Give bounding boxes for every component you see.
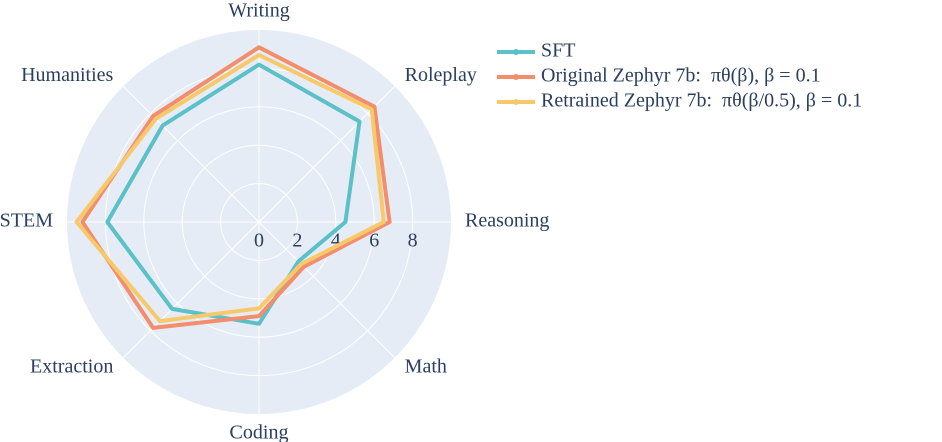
- legend-label: Retrained Zephyr 7b: πθ(β/0.5), β = 0.1: [541, 90, 862, 112]
- spoke: [122, 85, 260, 223]
- category-label: Humanities: [21, 64, 113, 86]
- legend-label: Original Zephyr 7b: πθ(β), β = 0.1: [541, 65, 821, 87]
- r-tick-label: 4: [331, 230, 341, 252]
- legend-swatch-dot: [513, 49, 519, 55]
- legend-label: SFT: [541, 40, 575, 62]
- legend-swatch-dot: [513, 99, 519, 105]
- series-line: [74, 53, 386, 324]
- category-label: Math: [405, 355, 447, 377]
- r-tick-label: 2: [292, 230, 302, 252]
- category-label: Extraction: [30, 355, 113, 377]
- r-tick-label: 6: [369, 230, 379, 252]
- r-tick-label: 0: [254, 230, 264, 252]
- series-line: [105, 62, 362, 326]
- category-label: Writing: [228, 0, 289, 22]
- legend-swatch-dot: [513, 74, 519, 80]
- spoke: [258, 221, 396, 359]
- category-label: STEM: [0, 210, 53, 232]
- category-label: Coding: [230, 422, 289, 442]
- category-label: Roleplay: [405, 64, 477, 86]
- spoke: [122, 221, 260, 359]
- category-label: Reasoning: [465, 210, 549, 232]
- r-tick-label: 8: [408, 230, 418, 252]
